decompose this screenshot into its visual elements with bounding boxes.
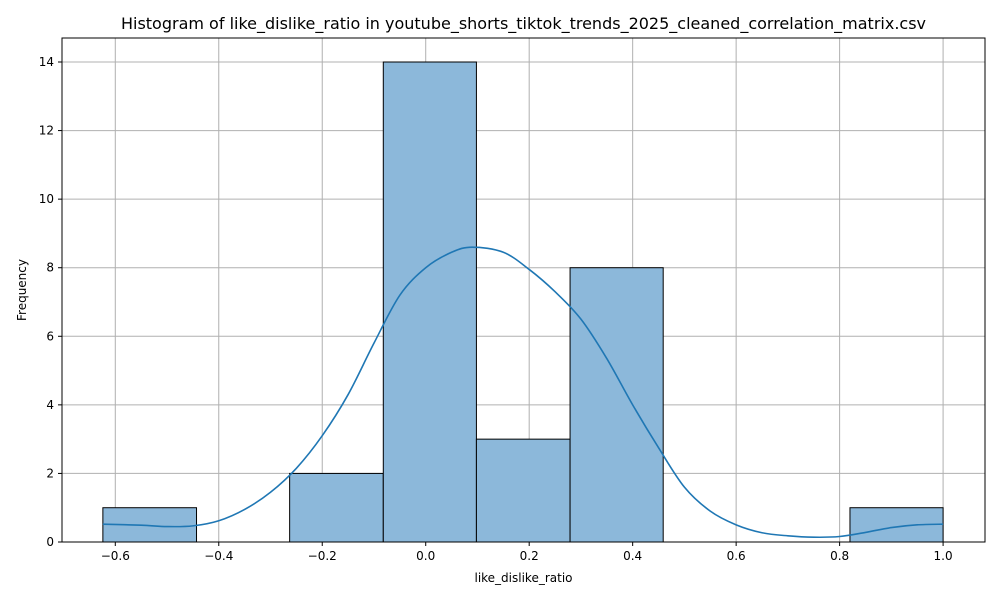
histogram-bars: [102, 61, 944, 543]
histogram-bar-4: [475, 438, 571, 543]
x-tick-label: 0.2: [520, 549, 539, 563]
y-tick-label: 0: [46, 535, 54, 549]
y-axis-label: Frequency: [15, 259, 29, 321]
x-tick-label: 0.8: [830, 549, 849, 563]
x-tick-label: 0.6: [727, 549, 746, 563]
x-tick-label: −0.4: [204, 549, 233, 563]
x-axis-label: like_dislike_ratio: [474, 571, 572, 585]
y-tick-label: 2: [46, 466, 54, 480]
kde-curve: [102, 246, 944, 539]
kde-curve-layer: [102, 246, 944, 539]
y-axis-ticks: 0 2 4 6 8 10 12 14: [39, 55, 62, 549]
chart-title: Histogram of like_dislike_ratio in youtu…: [121, 14, 926, 34]
y-tick-label: 10: [39, 192, 54, 206]
x-tick-label: 0.4: [623, 549, 642, 563]
y-tick-label: 6: [46, 329, 54, 343]
histogram-bar-3: [382, 61, 477, 543]
histogram-bar-2: [289, 472, 384, 543]
y-tick-label: 4: [46, 398, 54, 412]
x-axis-ticks: −0.6 −0.4 −0.2 0.0 0.2 0.4 0.6 0.8 1.0: [101, 542, 953, 563]
y-tick-label: 14: [39, 55, 54, 69]
x-tick-label: −0.2: [308, 549, 337, 563]
x-tick-label: −0.6: [101, 549, 130, 563]
x-tick-label: 0.0: [416, 549, 435, 563]
x-tick-label: 1.0: [934, 549, 953, 563]
histogram-bar-5: [569, 267, 664, 543]
plot-frame: [61, 37, 986, 543]
y-tick-label: 8: [46, 261, 54, 275]
y-tick-label: 12: [39, 124, 54, 138]
